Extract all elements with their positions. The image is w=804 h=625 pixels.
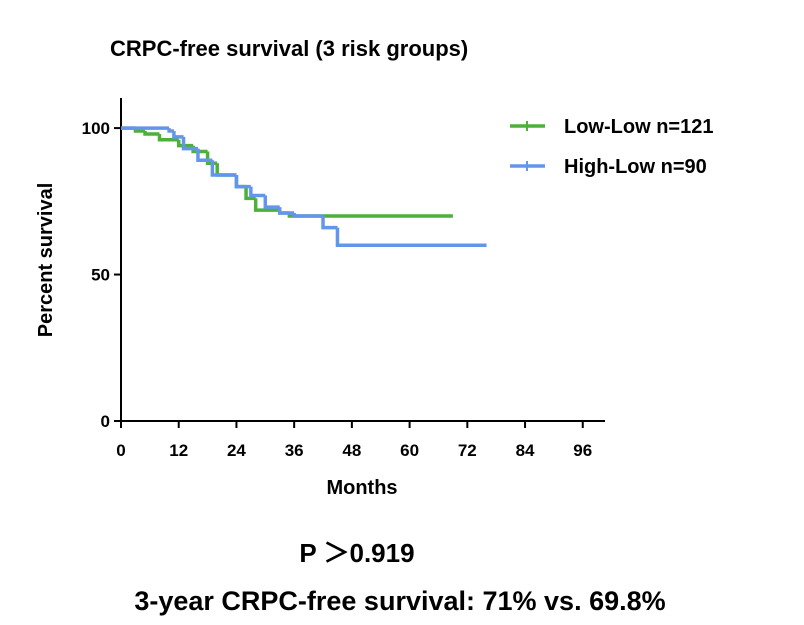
p-value: P ＞0.919 <box>299 538 414 568</box>
x-tick-label: 0 <box>116 441 125 460</box>
x-tick-label: 72 <box>458 441 477 460</box>
survival-step <box>167 128 174 133</box>
x-tick-label: 24 <box>227 441 246 460</box>
x-tick-label: 96 <box>573 441 592 460</box>
y-axis-label: Percent survival <box>35 183 57 338</box>
survival-step <box>335 227 487 248</box>
survival-step <box>234 174 251 189</box>
y-tick-label: 0 <box>101 412 110 431</box>
survival-step <box>181 136 198 151</box>
survival-step <box>244 186 256 201</box>
survival-step <box>176 139 194 148</box>
survival-step <box>210 160 237 177</box>
survival-step <box>196 148 213 163</box>
survival-step <box>321 215 338 230</box>
survival-step <box>253 198 280 212</box>
x-tick-label: 12 <box>169 441 188 460</box>
survival-step <box>292 213 324 218</box>
x-tick-label: 48 <box>342 441 361 460</box>
survival-step <box>172 131 184 139</box>
chart-title: CRPC-free survival (3 risk groups) <box>110 36 468 61</box>
x-tick-label: 60 <box>400 441 419 460</box>
survival-step <box>143 131 160 136</box>
survival-step <box>263 195 280 209</box>
survival-step <box>249 186 266 198</box>
survival-step <box>277 207 295 215</box>
y-tick-label: 100 <box>82 119 110 138</box>
x-tick-label: 84 <box>516 441 535 460</box>
legend-label: High-Low n=90 <box>564 156 707 178</box>
legend-label: Low-Low n=121 <box>564 116 713 138</box>
x-axis-label: Months <box>326 477 397 499</box>
y-tick-label: 50 <box>91 266 110 285</box>
survival-step <box>157 133 179 142</box>
x-tick-label: 36 <box>285 441 304 460</box>
survival-step <box>215 163 237 177</box>
summary: 3-year CRPC-free survival: 71% vs. 69.8% <box>134 586 665 616</box>
